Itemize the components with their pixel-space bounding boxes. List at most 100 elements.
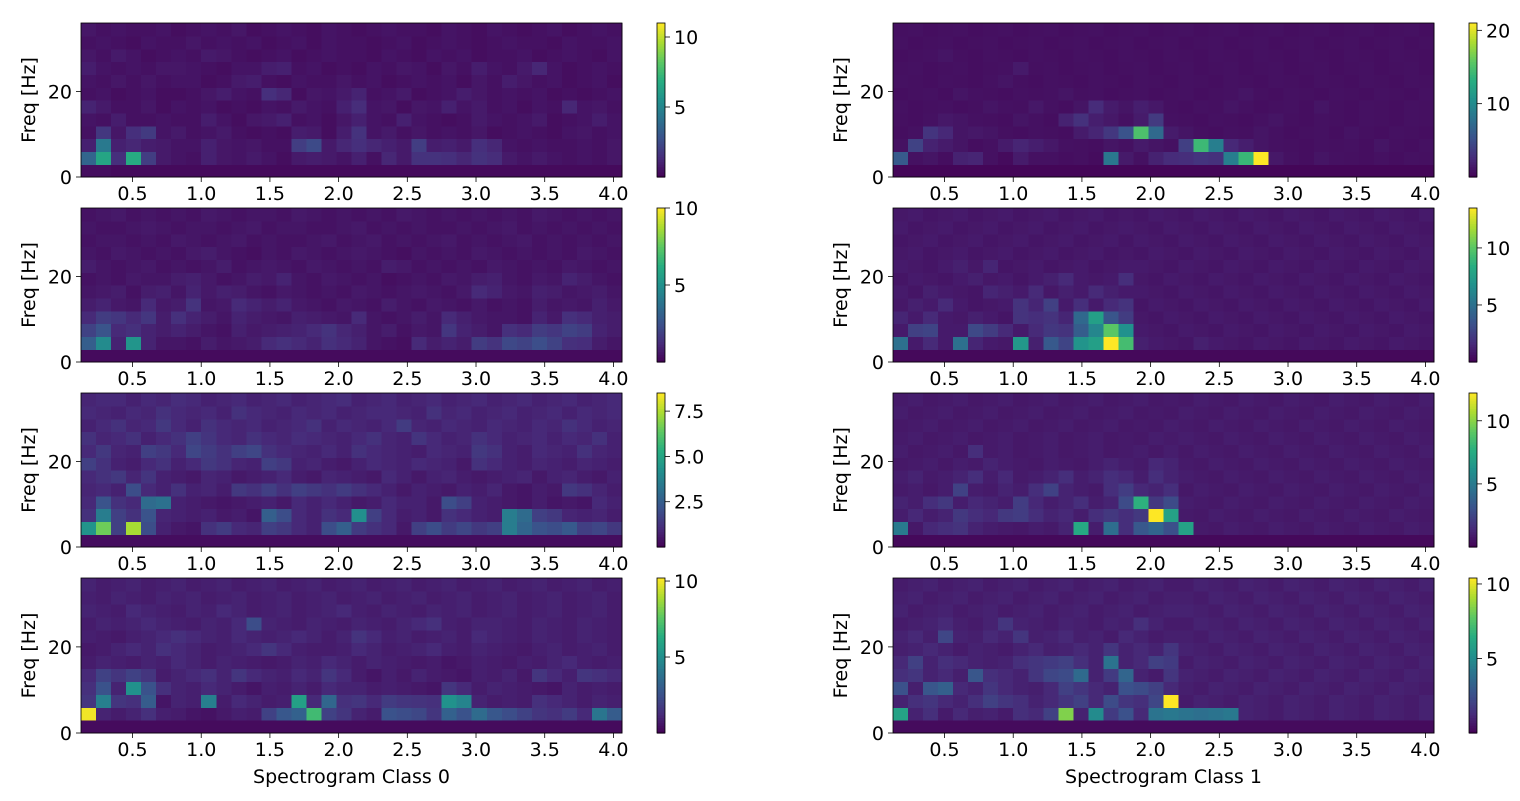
heatmap-cell — [246, 457, 262, 471]
heatmap-cell — [531, 272, 548, 286]
heatmap-cell — [606, 694, 623, 708]
heatmap-cell — [141, 393, 157, 407]
heatmap-cell — [1118, 246, 1135, 260]
heatmap-cell — [411, 112, 428, 127]
heatmap-cell — [186, 100, 202, 114]
heatmap-cell — [531, 297, 548, 312]
colorbar-segment — [657, 493, 665, 497]
heatmap-cell — [81, 48, 97, 63]
colorbar-segment — [1469, 261, 1477, 266]
heatmap-cell — [1388, 393, 1405, 407]
heatmap-cell — [246, 534, 262, 548]
heatmap-cell — [486, 74, 503, 88]
heatmap-cell — [1148, 590, 1165, 605]
colorbar-segment — [657, 346, 665, 350]
axes-frame — [892, 207, 1435, 363]
heatmap-cell — [1283, 444, 1300, 458]
heatmap-cell — [1313, 336, 1330, 350]
heatmap-cell — [938, 668, 954, 682]
heatmap-cell — [321, 642, 338, 657]
heatmap-cell — [908, 259, 924, 273]
heatmap-cell — [1283, 405, 1300, 420]
heatmap-cell — [201, 246, 217, 260]
heatmap-cell — [186, 323, 202, 337]
colorbar-segment — [1469, 642, 1477, 646]
x-tick-label: 4.0 — [1410, 368, 1440, 390]
heatmap-cell — [576, 259, 593, 273]
heatmap-cell — [1163, 48, 1180, 63]
heatmap-cell — [1343, 100, 1360, 114]
heatmap-cell — [246, 336, 262, 350]
heatmap-cell — [261, 508, 277, 522]
colorbar-tick-label: 5 — [1486, 474, 1498, 496]
heatmap-cell — [396, 349, 413, 363]
heatmap-cell — [1103, 521, 1120, 535]
colorbar-frame — [1468, 392, 1478, 548]
heatmap-cell — [351, 323, 368, 337]
heatmap-cell — [291, 470, 308, 484]
heatmap-cell — [1238, 642, 1255, 657]
heatmap-cell — [231, 418, 247, 433]
heatmap-cell — [953, 74, 969, 88]
heatmap-cell — [1193, 681, 1210, 695]
colorbar-segment — [657, 529, 665, 533]
heatmap-cell — [998, 112, 1014, 127]
heatmap-cell — [1013, 707, 1029, 721]
colorbar-segment — [657, 249, 665, 253]
heatmap-cell — [1268, 521, 1285, 535]
heatmap-cell — [411, 48, 428, 63]
heatmap-cell — [1208, 138, 1225, 152]
heatmap-cell — [276, 495, 292, 510]
heatmap-cell — [396, 297, 413, 312]
colorbar-segment — [1469, 354, 1477, 358]
heatmap-cell — [1403, 246, 1420, 260]
heatmap-cell — [591, 297, 608, 312]
heatmap-cell — [96, 521, 112, 535]
heatmap-cell — [1283, 138, 1300, 152]
heatmap-cell — [1133, 590, 1150, 605]
heatmap-cell — [81, 655, 97, 670]
heatmap-cell — [231, 246, 247, 260]
heatmap-cell — [546, 272, 563, 286]
heatmap-cell — [591, 100, 608, 114]
colorbar-segment — [657, 133, 665, 137]
colorbar-segment — [657, 349, 665, 353]
colorbar-segment — [657, 526, 665, 530]
heatmap-cell — [1298, 405, 1315, 420]
heatmap-cell — [96, 349, 112, 363]
heatmap-cell — [1133, 457, 1150, 471]
heatmap-cell — [441, 457, 458, 471]
heatmap-cell — [231, 521, 247, 535]
heatmap-cell — [486, 521, 503, 535]
heatmap-cell — [231, 310, 247, 325]
heatmap-cell — [351, 720, 368, 734]
heatmap-cell — [1238, 508, 1255, 522]
heatmap-cell — [1208, 603, 1225, 618]
y-axis-label: Freq [Hz] — [830, 613, 852, 699]
heatmap-cell — [1148, 125, 1165, 140]
heatmap-cell — [1133, 164, 1150, 178]
colorbar-segment — [657, 318, 665, 322]
heatmap-cell — [261, 629, 277, 644]
heatmap-cell — [1283, 208, 1300, 222]
heatmap-cell — [1418, 418, 1435, 433]
heatmap-cell — [456, 151, 473, 165]
colorbar-segment — [657, 578, 665, 582]
heatmap-cell — [201, 590, 217, 605]
heatmap-cell — [366, 444, 383, 458]
heatmap-cell — [516, 655, 533, 670]
heatmap-cell — [306, 681, 323, 695]
heatmap-cell — [953, 668, 969, 682]
colorbar-segment — [657, 146, 665, 150]
heatmap-cell — [1403, 534, 1420, 548]
heatmap-cell — [908, 23, 924, 37]
heatmap-cell — [1043, 495, 1059, 510]
heatmap-cell — [1208, 35, 1225, 50]
heatmap-cell — [1193, 349, 1210, 363]
heatmap-cell — [1253, 323, 1270, 337]
heatmap-cell — [1313, 405, 1330, 420]
heatmap-cell — [1343, 23, 1360, 37]
heatmap-cell — [261, 297, 277, 312]
colorbar-segment — [1469, 166, 1477, 170]
heatmap-cell — [411, 707, 428, 721]
